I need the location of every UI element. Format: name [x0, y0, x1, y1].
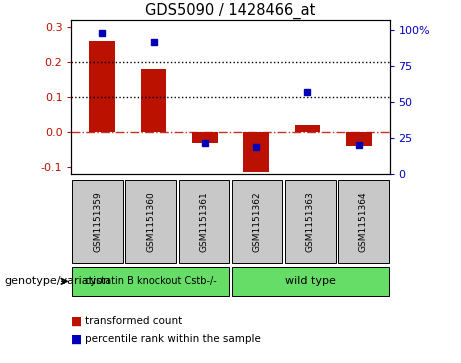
Text: genotype/variation: genotype/variation [5, 276, 111, 286]
Text: wild type: wild type [284, 276, 336, 286]
Bar [72, 266, 230, 296]
Bar [243, 132, 269, 172]
Text: GSM1151364: GSM1151364 [359, 191, 367, 252]
Text: GSM1151360: GSM1151360 [147, 191, 155, 252]
Text: GSM1151361: GSM1151361 [200, 191, 208, 252]
Text: GSM1151363: GSM1151363 [306, 191, 314, 252]
Text: percentile rank within the sample: percentile rank within the sample [85, 334, 261, 344]
Bar [346, 132, 372, 146]
Title: GDS5090 / 1428466_at: GDS5090 / 1428466_at [145, 3, 316, 19]
Text: transformed count: transformed count [85, 316, 183, 326]
Bar [295, 125, 320, 132]
Bar [125, 180, 177, 263]
Bar [231, 266, 389, 296]
Bar [72, 180, 124, 263]
Text: ■: ■ [71, 333, 83, 346]
Text: cystatin B knockout Cstb-/-: cystatin B knockout Cstb-/- [85, 276, 217, 286]
Text: ■: ■ [71, 315, 83, 328]
Bar [178, 180, 230, 263]
Bar [337, 180, 389, 263]
Text: GSM1151362: GSM1151362 [253, 191, 261, 252]
Text: GSM1151359: GSM1151359 [94, 191, 102, 252]
Bar [192, 132, 218, 143]
Bar [231, 180, 283, 263]
Bar [141, 69, 166, 132]
Bar [89, 41, 115, 132]
Bar [284, 180, 336, 263]
